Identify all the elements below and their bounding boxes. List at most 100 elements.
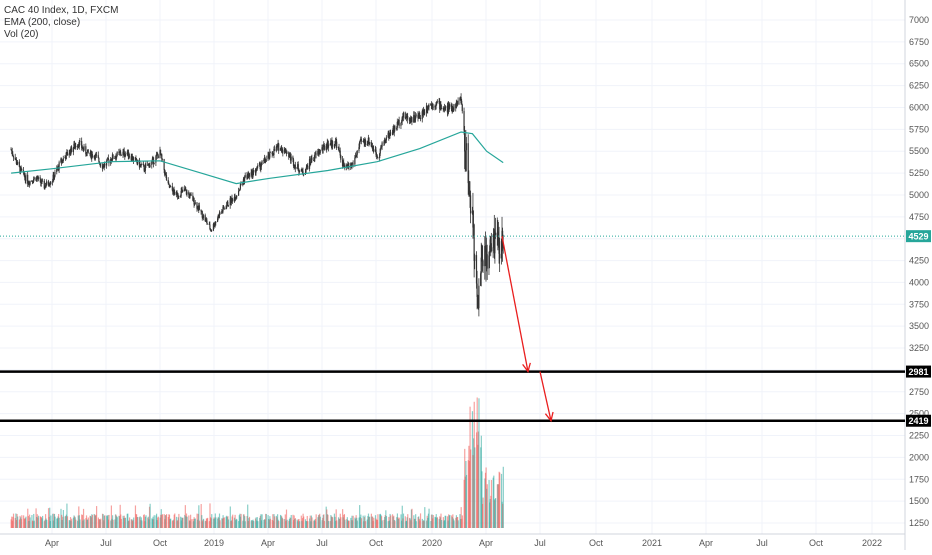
candle-body — [340, 155, 342, 160]
candle-body — [351, 163, 353, 166]
candle-body — [308, 159, 311, 169]
volume-bar — [457, 520, 459, 528]
candle-body — [14, 157, 16, 160]
candle-body — [276, 146, 278, 148]
volume-bar — [424, 507, 426, 528]
volume-bar — [340, 517, 342, 528]
candle-body — [54, 172, 56, 177]
candle-body — [486, 254, 488, 269]
candle-body — [435, 102, 437, 107]
candle-body — [272, 154, 274, 155]
candle-body — [97, 155, 99, 158]
last-price-label-bg — [906, 230, 931, 243]
candle-body — [502, 246, 504, 249]
projection-arrow — [501, 236, 529, 372]
volume-bar — [247, 504, 249, 528]
candle-body — [253, 170, 255, 172]
y-tick-label: 1750 — [909, 474, 929, 484]
volume-bar — [394, 520, 396, 528]
volume-bar — [336, 520, 338, 528]
candle-body — [390, 132, 392, 134]
candle-body — [260, 166, 262, 170]
candle-body — [380, 146, 383, 148]
volume-bar — [247, 520, 249, 528]
candle-body — [484, 245, 487, 249]
candle-body — [127, 149, 129, 157]
candle-body — [396, 127, 398, 130]
volume-bar — [426, 515, 428, 528]
candle-body — [206, 223, 209, 225]
volume-bar — [426, 520, 428, 528]
candle-body — [263, 160, 265, 162]
volume-bar — [352, 515, 354, 528]
candle-body — [275, 146, 277, 151]
candle-body — [490, 243, 492, 252]
candle-body — [157, 155, 159, 159]
candle-body — [157, 154, 159, 156]
x-tick-label: Oct — [809, 538, 824, 548]
candle-body — [104, 163, 106, 166]
volume-bar — [418, 518, 420, 528]
candle-body — [81, 141, 83, 148]
candle-body — [359, 140, 361, 142]
level-label-bg — [906, 365, 931, 378]
candle-body — [114, 158, 116, 159]
y-tick-label: 2000 — [909, 452, 929, 462]
volume-bar — [66, 503, 68, 528]
volume-bar — [332, 517, 334, 528]
candle-body — [388, 135, 390, 138]
candle-body — [169, 186, 171, 188]
candle-body — [311, 157, 313, 160]
candle-body — [194, 204, 196, 205]
candle-body — [376, 155, 378, 156]
candle-body — [123, 150, 125, 156]
candle-body — [122, 151, 124, 156]
candle-body — [261, 161, 263, 165]
candle-body — [410, 117, 412, 123]
candle-body — [259, 162, 261, 170]
volume-bar — [50, 515, 52, 528]
volume-bar — [149, 503, 151, 528]
candle-body — [131, 156, 134, 160]
candle-body — [463, 111, 465, 131]
candle-body — [226, 205, 228, 209]
candle-body — [202, 217, 204, 219]
candle-body — [338, 147, 340, 152]
candle-body — [219, 212, 221, 214]
candle-body — [453, 104, 455, 111]
candle-body — [110, 158, 112, 164]
candle-body — [465, 143, 468, 151]
candle-body — [16, 161, 19, 165]
candle-body — [373, 148, 375, 152]
candle-body — [305, 165, 308, 170]
volume-bar — [124, 517, 127, 528]
candle-body — [425, 105, 428, 113]
volume-bar — [253, 521, 255, 528]
candle-body — [375, 149, 377, 156]
candle-body — [62, 158, 64, 162]
volume-bar — [369, 516, 371, 528]
candle-body — [494, 234, 496, 254]
volume-bar — [465, 474, 468, 528]
candle-body — [297, 164, 299, 171]
volume-bar — [290, 514, 292, 528]
candle-body — [19, 167, 22, 173]
candle-body — [168, 184, 170, 188]
candle-body — [235, 198, 237, 200]
volume-bar — [359, 505, 361, 528]
candle-body — [393, 128, 395, 133]
candle-body — [488, 255, 490, 269]
candle-body — [126, 153, 128, 154]
candle-body — [309, 159, 311, 163]
candle-body — [176, 191, 178, 193]
volume-bar — [428, 508, 430, 528]
candle-body — [368, 137, 370, 144]
candle-body — [58, 162, 60, 170]
candle-body — [460, 97, 462, 101]
volume-bar — [478, 398, 480, 528]
candle-body — [112, 154, 114, 159]
candle-body — [238, 191, 240, 196]
candle-body — [364, 139, 367, 145]
